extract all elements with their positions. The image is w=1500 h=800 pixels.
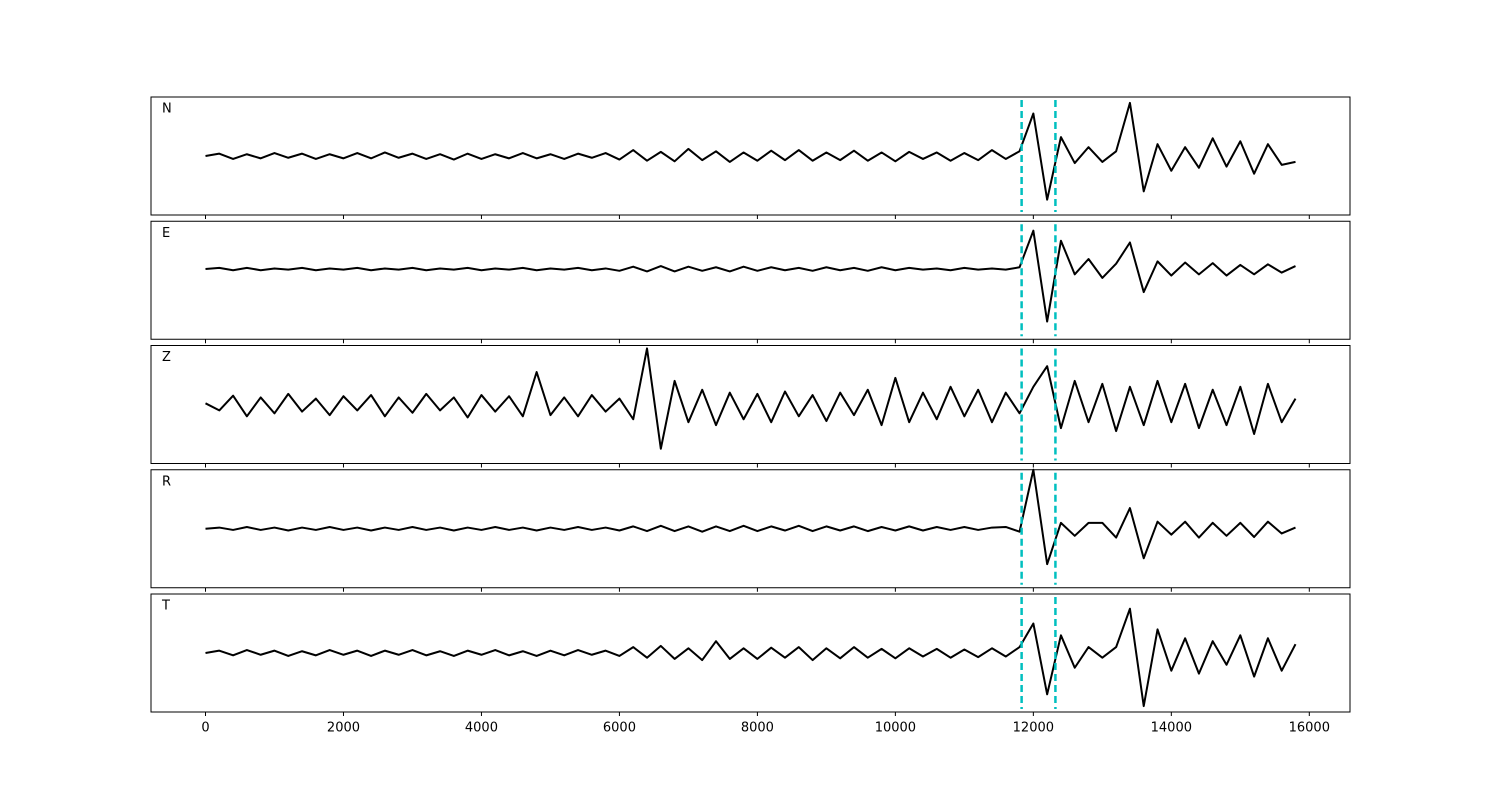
trace [205,229,1296,323]
x-tick-label: 0 [201,721,209,736]
panel-frame [150,345,1351,464]
trace [205,607,1297,708]
x-tick-label: 8000 [741,721,774,736]
panel-frame [150,96,1351,216]
panel-frame [150,593,1351,713]
x-tick-label: 16000 [1289,721,1330,736]
x-tick-label: 6000 [603,721,636,736]
x-tick-label: 4000 [465,721,498,736]
panel-frame [150,469,1351,589]
panel-frame [150,220,1351,340]
panel-label: E [162,226,170,241]
panel-label: Z [162,350,171,365]
trace [205,101,1296,201]
trace [205,347,1297,450]
x-tick-label: 12000 [1013,721,1054,736]
x-tick-label: 14000 [1151,721,1192,736]
panel-label: T [161,599,170,614]
panel-label: N [162,102,172,117]
trace [205,468,1296,566]
panel-label: R [162,474,171,489]
x-tick-label: 2000 [327,721,360,736]
x-tick-label: 10000 [875,721,916,736]
